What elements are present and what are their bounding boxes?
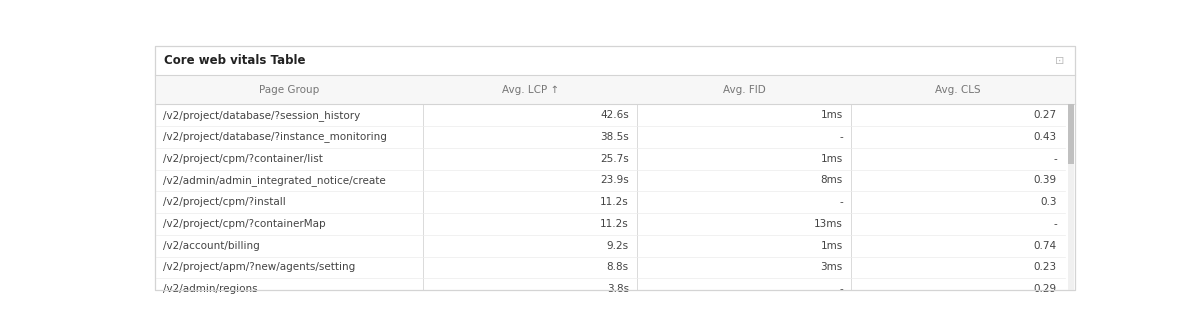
Text: 3.8s: 3.8s <box>607 284 629 294</box>
Text: Page Group: Page Group <box>259 85 319 95</box>
Text: /v2/admin/regions: /v2/admin/regions <box>163 284 258 294</box>
Text: /v2/project/cpm/?containerMap: /v2/project/cpm/?containerMap <box>163 219 325 229</box>
Text: 8ms: 8ms <box>821 176 842 185</box>
Text: 0.43: 0.43 <box>1033 132 1057 142</box>
Text: 8.8s: 8.8s <box>607 262 629 273</box>
Text: 23.9s: 23.9s <box>600 176 629 185</box>
Text: 0.29: 0.29 <box>1033 284 1057 294</box>
Text: 0.23: 0.23 <box>1033 262 1057 273</box>
Text: 3ms: 3ms <box>821 262 842 273</box>
Text: -: - <box>839 197 842 207</box>
Text: 42.6s: 42.6s <box>600 110 629 120</box>
Text: /v2/project/database/?instance_monitoring: /v2/project/database/?instance_monitorin… <box>163 132 386 143</box>
Text: 1ms: 1ms <box>821 241 842 251</box>
Text: /v2/project/database/?session_history: /v2/project/database/?session_history <box>163 110 360 121</box>
Text: 11.2s: 11.2s <box>600 197 629 207</box>
Text: /v2/admin/admin_integrated_notice/create: /v2/admin/admin_integrated_notice/create <box>163 175 385 186</box>
Bar <box>1068 104 1074 290</box>
Text: /v2/account/billing: /v2/account/billing <box>163 241 259 251</box>
Text: -: - <box>839 284 842 294</box>
Text: 1ms: 1ms <box>821 110 842 120</box>
Text: 25.7s: 25.7s <box>600 154 629 164</box>
Text: Core web vitals Table: Core web vitals Table <box>164 54 306 67</box>
Text: 0.39: 0.39 <box>1033 176 1057 185</box>
Text: 13ms: 13ms <box>814 219 842 229</box>
Text: -: - <box>1054 219 1057 229</box>
Text: Avg. LCP ↑: Avg. LCP ↑ <box>502 85 559 95</box>
Text: 0.27: 0.27 <box>1033 110 1057 120</box>
Text: 9.2s: 9.2s <box>607 241 629 251</box>
Text: ⊡: ⊡ <box>1055 55 1064 66</box>
Text: -: - <box>839 132 842 142</box>
Text: 11.2s: 11.2s <box>600 219 629 229</box>
Text: Avg. FID: Avg. FID <box>722 85 766 95</box>
Bar <box>155 75 1075 104</box>
Text: 38.5s: 38.5s <box>600 132 629 142</box>
Bar <box>1068 104 1074 164</box>
Text: /v2/project/cpm/?container/list: /v2/project/cpm/?container/list <box>163 154 323 164</box>
Text: 1ms: 1ms <box>821 154 842 164</box>
Text: 0.74: 0.74 <box>1033 241 1057 251</box>
Text: Avg. CLS: Avg. CLS <box>935 85 980 95</box>
Text: 0.3: 0.3 <box>1040 197 1057 207</box>
Text: /v2/project/apm/?new/agents/setting: /v2/project/apm/?new/agents/setting <box>163 262 355 273</box>
Text: /v2/project/cpm/?install: /v2/project/cpm/?install <box>163 197 286 207</box>
Text: -: - <box>1054 154 1057 164</box>
